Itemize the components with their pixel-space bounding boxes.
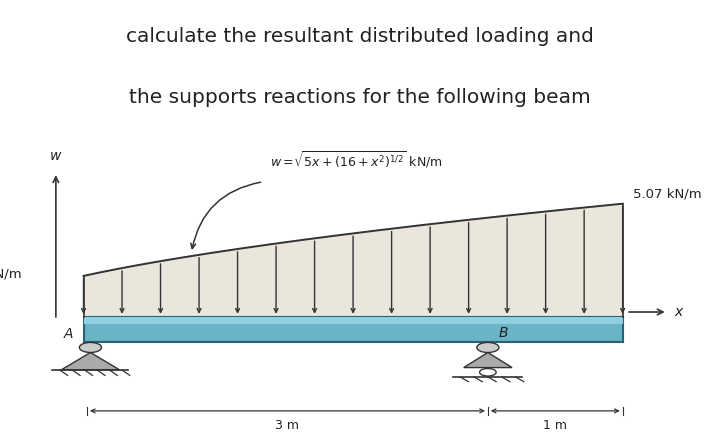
Circle shape: [480, 368, 496, 376]
Text: 1 m: 1 m: [544, 419, 567, 432]
Text: A: A: [63, 327, 73, 341]
Bar: [84, 317, 623, 342]
Circle shape: [79, 342, 102, 352]
Polygon shape: [464, 352, 512, 368]
FancyArrowPatch shape: [191, 182, 261, 249]
Text: B: B: [498, 326, 508, 340]
Text: calculate the resultant distributed loading and: calculate the resultant distributed load…: [126, 27, 594, 46]
Text: the supports reactions for the following beam: the supports reactions for the following…: [129, 88, 591, 107]
Polygon shape: [84, 204, 623, 317]
Text: 3 m: 3 m: [276, 419, 300, 432]
Polygon shape: [61, 352, 120, 370]
Text: w: w: [50, 149, 61, 163]
Text: 5.07 kN/m: 5.07 kN/m: [633, 188, 702, 201]
Text: $w =\!\sqrt{5x + (16 + x^2)^{1/2}}$ kN/m: $w =\!\sqrt{5x + (16 + x^2)^{1/2}}$ kN/m: [270, 150, 443, 170]
Text: 2 kN/m: 2 kN/m: [0, 268, 22, 281]
Text: x: x: [675, 305, 683, 319]
Bar: [84, 317, 623, 324]
Circle shape: [477, 342, 499, 352]
